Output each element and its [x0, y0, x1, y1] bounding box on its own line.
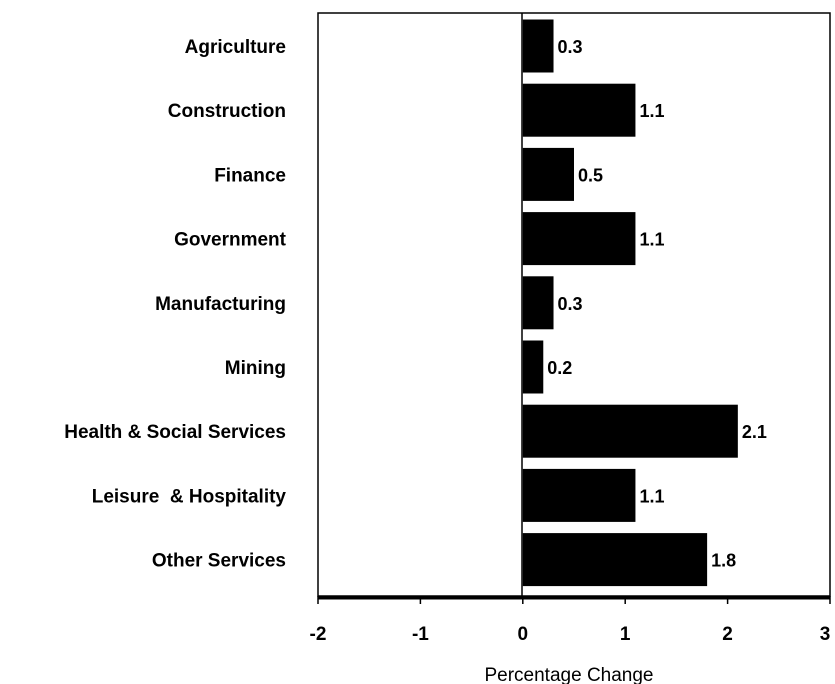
bar-5 [522, 340, 544, 394]
bar-1 [522, 83, 636, 137]
x-tick-label-4: 2 [722, 624, 733, 645]
category-label-2: Finance [214, 165, 286, 186]
x-tick-label-5: 3 [820, 624, 831, 645]
category-label-6: Health & Social Services [64, 422, 286, 443]
category-label-1: Construction [168, 101, 286, 122]
bars-group: Agriculture 0.3 Construction 1.1 Finance 0.5 G… [64, 19, 767, 587]
bar-6 [522, 404, 738, 458]
x-tick-label-3: 1 [620, 624, 631, 645]
bar-7 [522, 468, 636, 522]
data-label-0: 0.3 [558, 37, 583, 57]
ticks-group: -2 -1 0 1 2 3 [310, 596, 831, 645]
category-label-0: Agriculture [185, 37, 286, 58]
category-label-8: Other Services [152, 551, 286, 572]
data-label-8: 1.8 [711, 551, 736, 571]
bar-0 [522, 19, 554, 73]
data-label-7: 1.1 [639, 486, 664, 506]
data-label-1: 1.1 [639, 101, 664, 121]
bar-3 [522, 212, 636, 266]
bar-4 [522, 276, 554, 330]
category-label-7: Leisure & Hospitality [92, 486, 287, 507]
data-label-6: 2.1 [742, 422, 767, 442]
data-label-5: 0.2 [547, 358, 572, 378]
bar-2 [522, 147, 574, 201]
x-tick-label-1: -1 [412, 624, 429, 645]
data-label-3: 1.1 [639, 230, 664, 250]
x-tick-label-2: 0 [518, 624, 529, 645]
bar-8 [522, 533, 708, 587]
data-label-2: 0.5 [578, 165, 603, 185]
category-label-3: Government [174, 230, 287, 251]
category-label-5: Mining [225, 358, 286, 379]
x-tick-label-0: -2 [310, 624, 327, 645]
plot-area [317, 12, 831, 597]
data-label-4: 0.3 [558, 294, 583, 314]
x-axis-title: Percentage Change [484, 665, 653, 684]
category-label-4: Manufacturing [155, 294, 286, 315]
